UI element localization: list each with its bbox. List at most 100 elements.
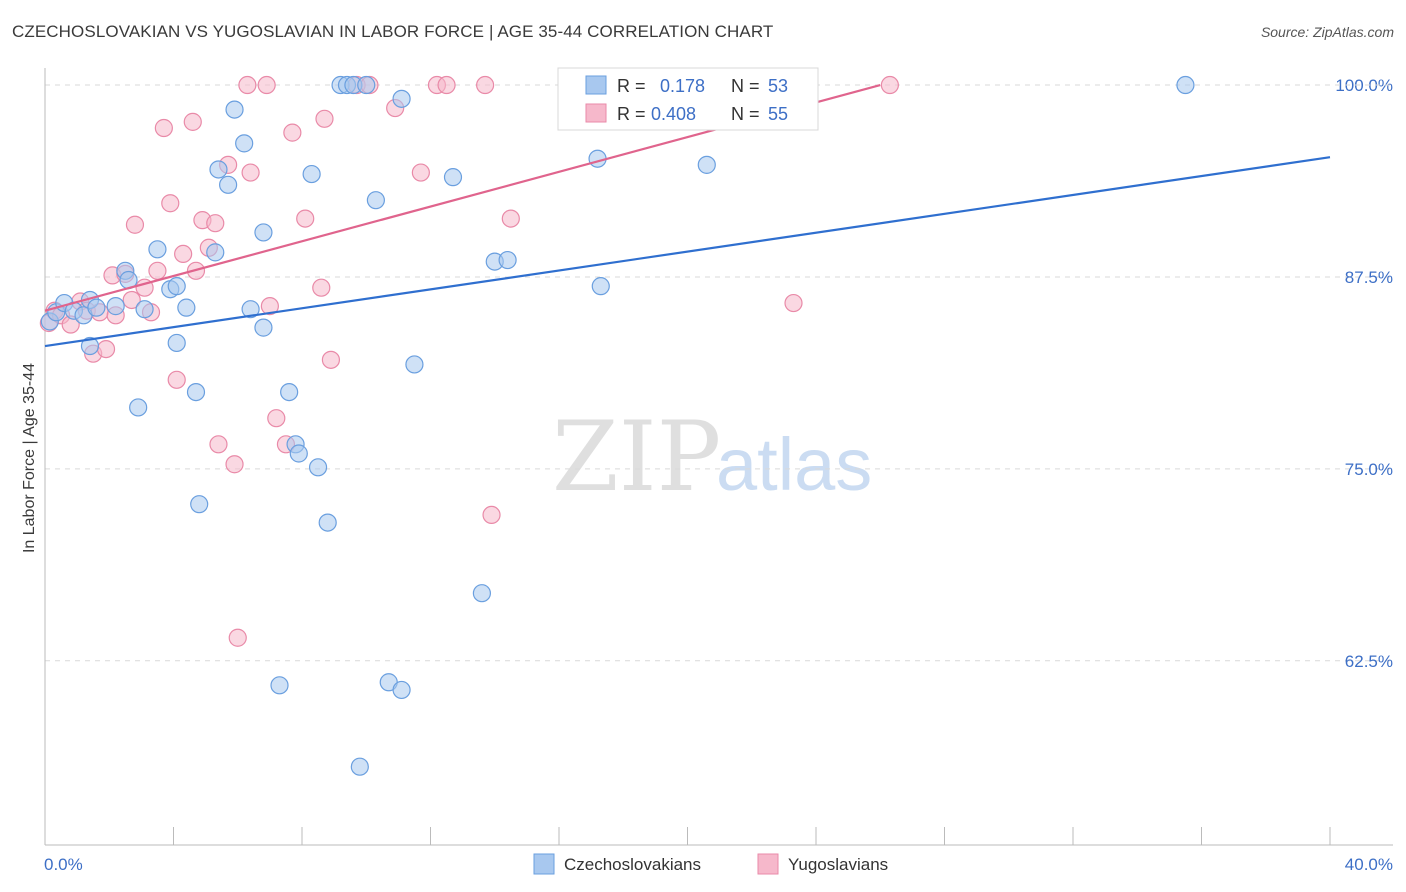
czechoslovakian-point [254, 223, 273, 242]
czechoslovakian-point [591, 277, 610, 296]
czechoslovakian-point [270, 676, 289, 695]
yugoslavian-point [174, 244, 193, 264]
yugoslavian-point [283, 123, 302, 142]
yugoslavian-point [296, 209, 315, 228]
yugoslavian-point [257, 75, 276, 95]
y-tick-label: 100.0% [1335, 76, 1393, 95]
yugoslavian-point [148, 261, 167, 280]
chart-title: CZECHOSLOVAKIAN VS YUGOSLAVIAN IN LABOR … [12, 22, 774, 41]
czechoslovakian-point [106, 297, 125, 316]
czechoslovakian-point [405, 355, 424, 374]
stats-r-label-pink: R = [617, 104, 646, 124]
yugoslavian-point [241, 163, 260, 182]
czechoslovakian-point [697, 155, 716, 174]
czechoslovakian-point [318, 513, 337, 532]
czechoslovakian-point [186, 382, 206, 402]
czechoslovakian-point [392, 680, 411, 700]
yugoslavian-point [784, 293, 803, 313]
czechoslovakian-points [40, 75, 1195, 776]
yugoslavian-point [315, 109, 334, 128]
yugoslavian-point [260, 297, 279, 316]
yugoslavian-point [96, 340, 116, 359]
czechoslovakian-point [167, 277, 186, 296]
yugoslavian-point [183, 112, 202, 131]
czechoslovakian-point [87, 298, 106, 317]
czechoslovakian-point [498, 250, 517, 270]
czechoslovakian-point [80, 336, 100, 356]
czechoslovakian-point [135, 300, 154, 319]
yugoslavian-point [312, 278, 331, 297]
stats-n-label-pink: N = [731, 104, 760, 124]
czechoslovakian-point [289, 444, 308, 463]
yugoslavian-point [167, 370, 186, 389]
yugoslavian-point [122, 290, 141, 310]
stats-r-value-blue: 0.178 [660, 76, 705, 96]
czechoslovakian-point [129, 398, 148, 417]
yugoslavian-point [476, 75, 495, 95]
stats-n-value-pink: 55 [768, 104, 788, 124]
yugoslavian-point [411, 163, 430, 182]
czechoslovakian-point [206, 243, 225, 262]
stats-swatch-blue [585, 75, 607, 95]
yugoslavian-points [39, 75, 899, 647]
stats-r-value-pink: 0.408 [651, 104, 696, 124]
czechoslovakian-point [209, 160, 228, 179]
yugoslavian-point [125, 215, 145, 234]
czechoslovakian-point [148, 240, 167, 259]
x-tick-label-min: 0.0% [44, 855, 83, 874]
czechoslovakian-point [357, 75, 376, 95]
yugoslavian-point [267, 409, 286, 428]
x-tick-label-max: 40.0% [1345, 855, 1393, 874]
stats-n-label-blue: N = [731, 76, 760, 96]
czechoslovakian-trend-line [44, 156, 1331, 348]
legend-swatch-czechoslovakians [533, 853, 555, 875]
czechoslovakian-point [177, 298, 196, 317]
stats-legend: R = 0.178 N = 53 R = 0.408 N = 55 [557, 67, 819, 131]
yugoslavian-point [225, 455, 244, 474]
czechoslovakian-point [241, 300, 260, 319]
czechoslovakian-point [392, 89, 411, 108]
stats-swatch-pink [585, 103, 607, 123]
y-tick-label: 62.5% [1345, 652, 1393, 671]
watermark-zip: ZIP [552, 401, 721, 513]
yugoslavian-point [209, 435, 228, 454]
axes [44, 68, 1393, 846]
czechoslovakian-point [219, 175, 238, 194]
czechoslovakian-point [235, 134, 254, 153]
yugoslavian-point [238, 75, 257, 95]
czechoslovakian-point [254, 318, 273, 337]
gridlines: 62.5% 75.0% 87.5% 100.0% [45, 76, 1393, 671]
yugoslavian-point [482, 505, 501, 525]
y-tick-label: 87.5% [1345, 268, 1393, 287]
source-credit: Source: ZipAtlas.com [1260, 24, 1394, 40]
watermark-atlas: atlas [716, 423, 872, 506]
czechoslovakian-point [225, 100, 244, 119]
czechoslovakian-point [443, 168, 463, 187]
yugoslavian-point [437, 75, 456, 95]
stats-r-label-blue: R = [617, 76, 646, 96]
yugoslavian-point [206, 214, 225, 233]
legend-label-czechoslovakians: Czechoslovakians [564, 855, 701, 874]
yugoslavian-point [154, 118, 173, 138]
czechoslovakian-point [280, 382, 299, 402]
y-tick-label: 75.0% [1345, 460, 1393, 479]
czechoslovakian-point [472, 584, 491, 603]
legend-swatch-yugoslavians [757, 853, 779, 875]
czechoslovakian-point [190, 495, 209, 514]
czechoslovakian-point [302, 164, 321, 184]
czechoslovakian-point [350, 757, 369, 776]
czechoslovakian-point [1176, 75, 1195, 95]
stats-n-value-blue: 53 [768, 76, 788, 96]
y-axis-title: In Labor Force | Age 35-44 [21, 363, 38, 553]
yugoslavian-point [880, 75, 899, 95]
legend-label-yugoslavians: Yugoslavians [788, 855, 888, 874]
yugoslavian-point [501, 209, 520, 228]
yugoslavian-point [321, 350, 341, 369]
czechoslovakian-point [167, 333, 186, 353]
yugoslavian-point [161, 194, 180, 213]
yugoslavian-point [228, 628, 247, 647]
series-legend: Czechoslovakians Yugoslavians [533, 853, 888, 875]
czechoslovakian-point [366, 191, 385, 210]
czechoslovakian-point [308, 458, 328, 477]
